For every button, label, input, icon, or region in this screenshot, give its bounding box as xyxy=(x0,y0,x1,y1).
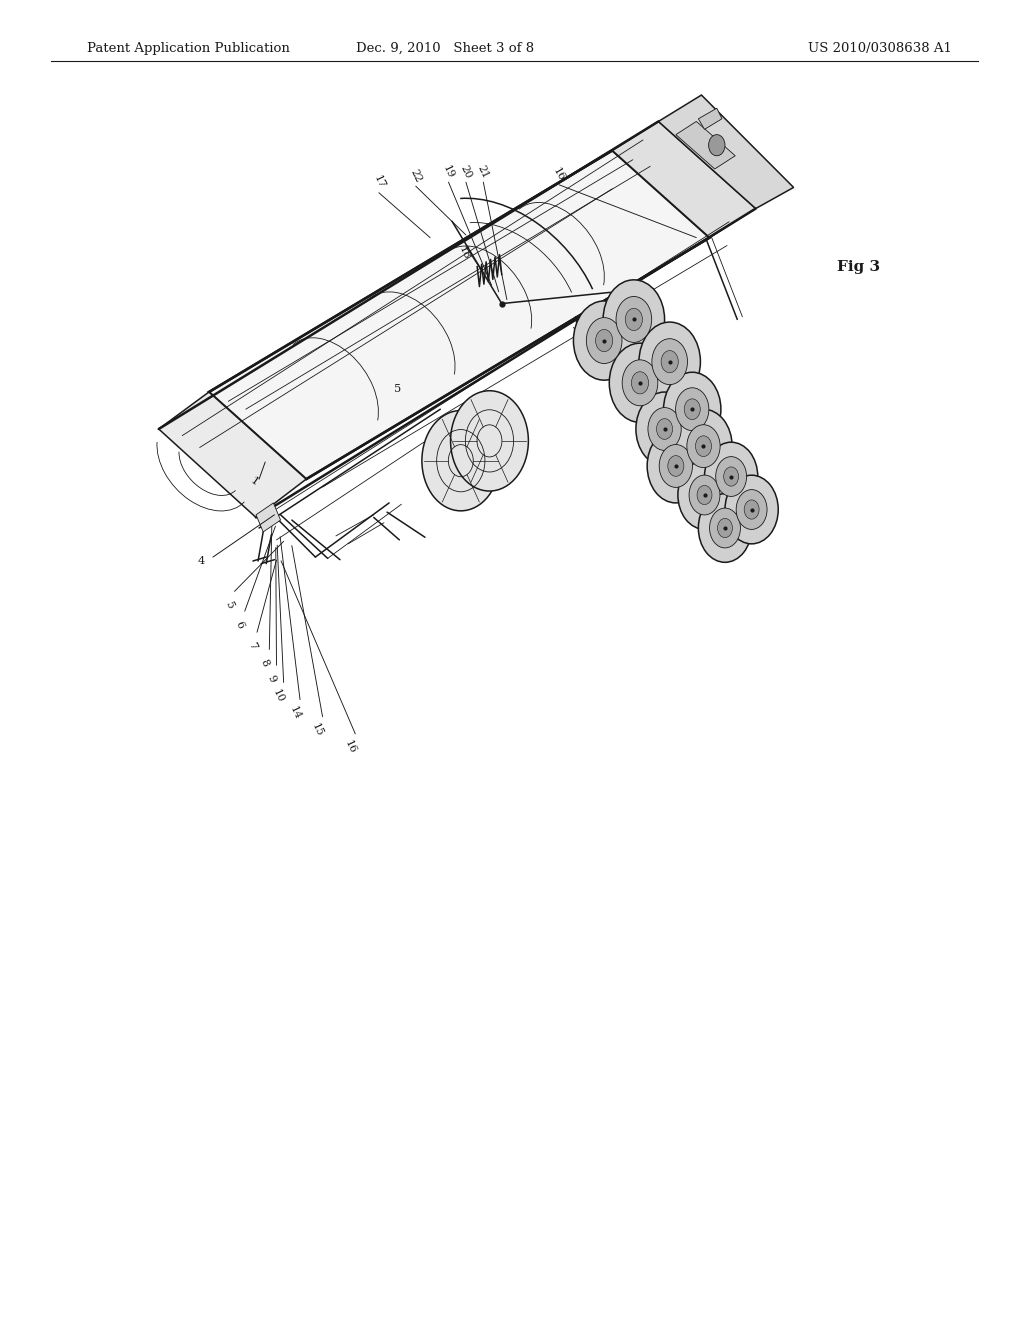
Polygon shape xyxy=(612,121,756,238)
Text: 14: 14 xyxy=(288,705,302,721)
Circle shape xyxy=(639,322,700,401)
Circle shape xyxy=(724,467,738,486)
Polygon shape xyxy=(658,95,794,209)
Text: 19: 19 xyxy=(441,164,456,180)
Circle shape xyxy=(656,418,673,440)
Polygon shape xyxy=(159,392,306,517)
Circle shape xyxy=(698,494,752,562)
Circle shape xyxy=(609,343,671,422)
Text: 15: 15 xyxy=(310,722,325,738)
Circle shape xyxy=(623,360,657,405)
Polygon shape xyxy=(698,108,722,129)
Circle shape xyxy=(668,455,684,477)
Text: 1: 1 xyxy=(248,475,260,488)
Circle shape xyxy=(596,330,612,351)
Circle shape xyxy=(687,425,720,467)
Polygon shape xyxy=(256,503,281,532)
Circle shape xyxy=(451,391,528,491)
Text: 16: 16 xyxy=(343,739,357,755)
Circle shape xyxy=(697,486,712,504)
Text: 9: 9 xyxy=(265,673,278,684)
Text: Fig 3: Fig 3 xyxy=(837,260,880,273)
Circle shape xyxy=(678,461,731,529)
Circle shape xyxy=(632,372,648,393)
Circle shape xyxy=(709,135,725,156)
Text: 5: 5 xyxy=(223,599,236,610)
Circle shape xyxy=(710,508,740,548)
Text: 17: 17 xyxy=(372,174,386,190)
Circle shape xyxy=(736,490,767,529)
Circle shape xyxy=(695,436,712,457)
Text: 6: 6 xyxy=(233,619,246,630)
Circle shape xyxy=(676,388,709,430)
Circle shape xyxy=(689,475,720,515)
Text: 16: 16 xyxy=(551,166,567,182)
Text: Dec. 9, 2010   Sheet 3 of 8: Dec. 9, 2010 Sheet 3 of 8 xyxy=(356,42,535,54)
Circle shape xyxy=(626,309,642,330)
Text: 22: 22 xyxy=(409,168,423,183)
Text: 8: 8 xyxy=(258,657,270,668)
Circle shape xyxy=(718,519,732,537)
Text: 21: 21 xyxy=(476,164,490,180)
Polygon shape xyxy=(676,121,735,169)
Circle shape xyxy=(705,442,758,511)
Text: 20: 20 xyxy=(459,164,473,180)
Circle shape xyxy=(422,411,500,511)
Text: 7: 7 xyxy=(246,640,258,651)
Circle shape xyxy=(725,475,778,544)
Text: 18: 18 xyxy=(457,246,471,261)
Circle shape xyxy=(652,339,687,384)
Polygon shape xyxy=(209,150,710,479)
Circle shape xyxy=(587,318,622,363)
Circle shape xyxy=(664,372,721,446)
Circle shape xyxy=(662,351,678,372)
Text: 5: 5 xyxy=(393,384,401,395)
Circle shape xyxy=(647,429,705,503)
Text: Patent Application Publication: Patent Application Publication xyxy=(87,42,290,54)
Text: US 2010/0308638 A1: US 2010/0308638 A1 xyxy=(808,42,952,54)
Circle shape xyxy=(744,500,759,519)
Circle shape xyxy=(648,408,681,450)
Circle shape xyxy=(573,301,635,380)
Circle shape xyxy=(659,445,692,487)
Circle shape xyxy=(716,457,746,496)
Circle shape xyxy=(636,392,693,466)
Circle shape xyxy=(684,399,700,420)
Circle shape xyxy=(603,280,665,359)
Circle shape xyxy=(675,409,732,483)
Text: 4: 4 xyxy=(198,556,206,566)
Text: 10: 10 xyxy=(271,688,286,704)
Circle shape xyxy=(616,297,651,342)
